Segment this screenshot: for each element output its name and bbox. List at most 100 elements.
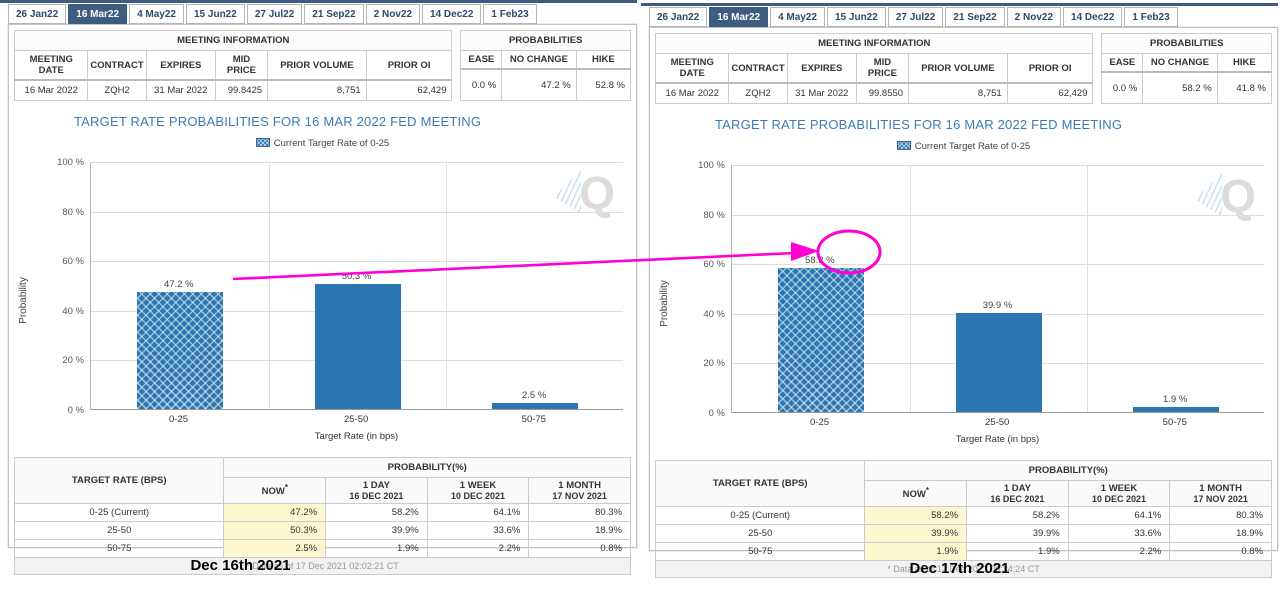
- probabilities-value: 0.0 %: [460, 68, 503, 101]
- x-axis-tick-label: 0-25: [168, 414, 188, 425]
- y-axis-tick-label: 0 %: [67, 405, 84, 416]
- history-row: 50-75 1.9% 1.9% 2.2% 0.8%: [654, 542, 1272, 561]
- bar-25-50: [314, 284, 401, 409]
- tab-27-jul22[interactable]: 27 Jul22: [887, 7, 944, 27]
- info-tables-row: MEETING INFORMATION MEETING DATE CONTRACT…: [13, 30, 632, 101]
- tab-14-dec22[interactable]: 14 Dec22: [422, 4, 482, 24]
- tab-4-may22[interactable]: 4 May22: [770, 7, 825, 27]
- probability-cell: 33.6%: [426, 521, 530, 540]
- probabilities-headers: EASE NO CHANGE HIKE: [1101, 53, 1273, 73]
- history-column-headers: NOW* 1 DAY 16 DEC 2021 1 WEEK 10 DEC 2021 1 M…: [15, 477, 631, 504]
- gridline-vertical: [1087, 165, 1089, 412]
- tab-21-sep22[interactable]: 21 Sep22: [304, 4, 364, 24]
- meeting-information-title: MEETING INFORMATION: [13, 30, 453, 51]
- bar-value-label: 47.2 %: [164, 278, 194, 290]
- history-row: 50-75 2.5% 1.9% 2.2% 0.8%: [13, 539, 631, 558]
- tab-16-mar22[interactable]: 16 Mar22: [68, 4, 128, 24]
- probabilities-col-header: HIKE: [1216, 53, 1273, 73]
- y-axis-tick-label: 80 %: [703, 209, 725, 221]
- footnote-asterisk: *: [284, 483, 288, 493]
- history-col-header-line2: 17 NOV 2021: [1193, 494, 1248, 504]
- meeting-info-value: 62,429: [1006, 82, 1094, 104]
- history-col-header-text: 1 MONTH: [1199, 483, 1243, 494]
- meeting-information-values: 16 Mar 2022 ZQH2 31 Mar 2022 99.8425 8,751 62…: [13, 79, 453, 101]
- target-rate-header: TARGET RATE (BPS): [654, 460, 866, 507]
- x-axis-tick-label: 50-75: [1162, 417, 1187, 428]
- target-rate-cell: 25-50: [654, 524, 866, 543]
- panel-body: MEETING INFORMATION MEETING DATE CONTRACT…: [8, 24, 637, 575]
- tab-2-nov22[interactable]: 2 Nov22: [1006, 7, 1062, 27]
- history-col-header-line2: 10 DEC 2021: [450, 491, 506, 501]
- history-col-header-text: 1 DAY: [1003, 483, 1031, 494]
- bar-value-label: 39.9 %: [982, 300, 1013, 312]
- meeting-info-value: 16 Mar 2022: [13, 79, 89, 101]
- probability-history-table: TARGET RATE (BPS) PROBABILITY(%) NOW* 1 D…: [13, 457, 631, 575]
- history-col-header-line1: 1 MONTH: [531, 480, 628, 491]
- history-col-header-line1: 1 MONTH: [1172, 483, 1269, 494]
- meeting-info-col-header: PRIOR VOLUME: [908, 53, 1008, 84]
- bar-0-25: [777, 267, 864, 412]
- footnote-asterisk: *: [925, 486, 929, 496]
- chart-title: TARGET RATE PROBABILITIES FOR 16 MAR 202…: [715, 117, 1123, 132]
- tab-1-feb23[interactable]: 1 Feb23: [1124, 7, 1178, 27]
- history-col-header-line1: 1 DAY: [969, 483, 1066, 494]
- meeting-info-value: 62,429: [365, 79, 453, 101]
- probabilities-table: PROBABILITIES EASE NO CHANGE HIKE 0.0 % 58.…: [1101, 33, 1273, 104]
- meeting-information-headers: MEETING DATE CONTRACT EXPIRES MID PRICE PRIO…: [13, 50, 453, 81]
- probabilities-headers: EASE NO CHANGE HIKE: [460, 50, 632, 70]
- panel-date-caption: Dec 16th 2021: [190, 557, 291, 574]
- history-column-headers: NOW* 1 DAY 16 DEC 2021 1 WEEK 10 DEC 2021 1 M…: [656, 480, 1272, 507]
- y-axis-tick-label: 20 %: [703, 358, 725, 370]
- tab-15-jun22[interactable]: 15 Jun22: [827, 7, 886, 27]
- tab-26-jan22[interactable]: 26 Jan22: [649, 7, 708, 27]
- probabilities-title: PROBABILITIES: [460, 30, 631, 51]
- probability-cell: 1.9%: [966, 542, 1069, 561]
- tab-21-sep22[interactable]: 21 Sep22: [945, 7, 1005, 27]
- probability-cell: 33.6%: [1067, 524, 1171, 543]
- gridline-horizontal: [732, 264, 1264, 266]
- tab-16-mar22[interactable]: 16 Mar22: [709, 7, 769, 27]
- tab-1-feb23[interactable]: 1 Feb23: [483, 4, 537, 24]
- probability-cell: 2.2%: [426, 539, 530, 558]
- history-col-header-line1: 1 WEEK: [1071, 483, 1168, 494]
- probabilities-value: 47.2 %: [501, 68, 577, 101]
- x-axis-title: Target Rate (in bps): [314, 431, 399, 442]
- meeting-info-col-header: EXPIRES: [786, 53, 857, 84]
- meeting-info-col-header: MID PRICE: [214, 50, 269, 81]
- probability-cell: 39.9%: [325, 521, 428, 540]
- tab-27-jul22[interactable]: 27 Jul22: [246, 4, 303, 24]
- x-axis-title: Target Rate (in bps): [955, 434, 1040, 445]
- gridline-horizontal: [91, 162, 623, 163]
- probabilities-title: PROBABILITIES: [1101, 33, 1272, 54]
- panel-topbar: [0, 0, 637, 3]
- tab-26-jan22[interactable]: 26 Jan22: [8, 4, 67, 24]
- bar-50-75: [1133, 407, 1220, 412]
- history-col-header-text: 1 WEEK: [459, 480, 497, 491]
- meeting-info-value: ZQH2: [87, 79, 147, 101]
- probability-cell: 0.8%: [1169, 542, 1272, 561]
- probability-cell: 64.1%: [426, 503, 530, 522]
- tab-4-may22[interactable]: 4 May22: [129, 4, 184, 24]
- tab-15-jun22[interactable]: 15 Jun22: [186, 4, 245, 24]
- meeting-info-value: 99.8425: [214, 79, 269, 101]
- y-axis-tick-label: 60 %: [703, 259, 725, 271]
- probabilities-value: 52.8 %: [575, 68, 632, 101]
- meeting-info-value: 8,751: [908, 82, 1008, 104]
- legend-label: Current Target Rate of 0-25: [273, 138, 390, 149]
- history-col-header-text: 1 MONTH: [558, 480, 602, 491]
- panel-date-caption: Dec 17th 2021: [909, 560, 1010, 577]
- tab-2-nov22[interactable]: 2 Nov22: [365, 4, 421, 24]
- gridline-vertical: [909, 165, 911, 412]
- probability-cell: 64.1%: [1067, 506, 1171, 525]
- meeting-info-value: 16 Mar 2022: [654, 82, 730, 104]
- meeting-information-values: 16 Mar 2022 ZQH2 31 Mar 2022 99.8550 8,751 62…: [654, 82, 1094, 104]
- target-rate-cell: 50-75: [654, 542, 866, 561]
- gridline-vertical: [268, 162, 270, 409]
- legend-hatch-swatch-icon: [255, 138, 270, 147]
- y-axis-tick-label: 100 %: [57, 157, 84, 168]
- tab-14-dec22[interactable]: 14 Dec22: [1063, 7, 1123, 27]
- history-col-header-line2: 16 DEC 2021: [990, 494, 1045, 504]
- probability-cell: 39.9%: [966, 524, 1069, 543]
- y-axis-title: Probability: [658, 280, 670, 327]
- gridline-horizontal: [91, 261, 623, 263]
